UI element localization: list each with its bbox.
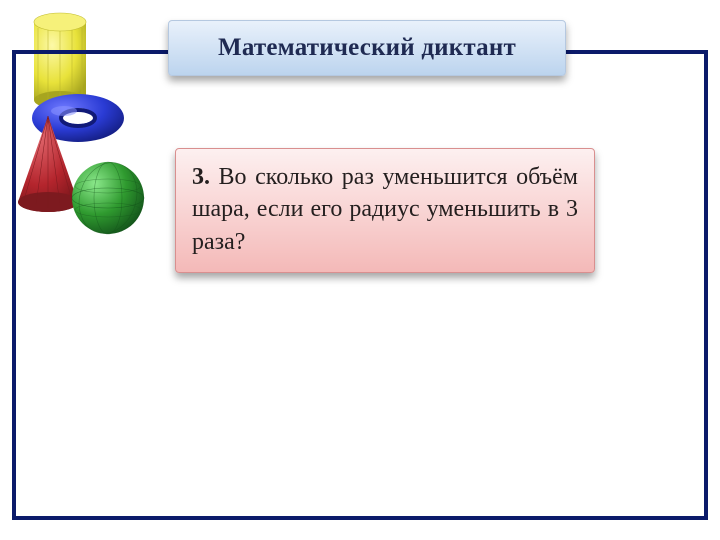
question-number: 3. bbox=[192, 164, 210, 190]
outer-frame bbox=[12, 50, 708, 520]
title-box: Математический диктант bbox=[168, 20, 566, 76]
question-body: Во сколько раз уменьшится объём шара, ес… bbox=[192, 164, 578, 255]
question-box: 3. Во сколько раз уменьшится объём шара,… bbox=[175, 148, 595, 273]
title-text: Математический диктант bbox=[218, 34, 516, 62]
slide: Математический диктант 3. Во сколько раз… bbox=[0, 0, 720, 540]
question-text: 3. Во сколько раз уменьшится объём шара,… bbox=[192, 161, 578, 258]
